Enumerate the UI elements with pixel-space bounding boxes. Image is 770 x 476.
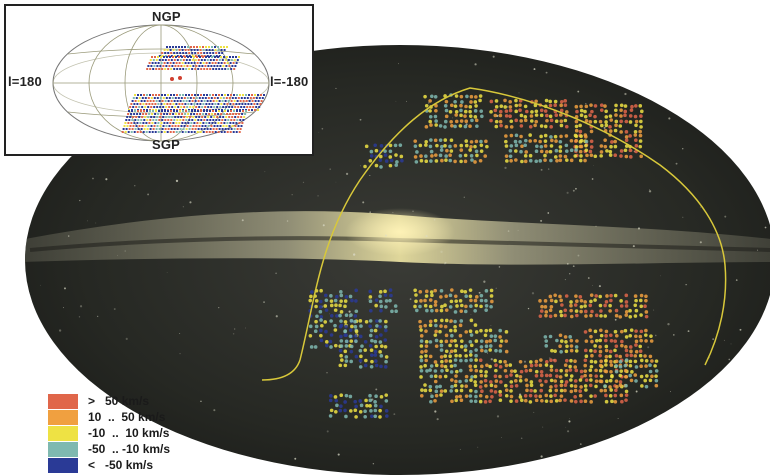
- galactic-bulge: [345, 208, 455, 256]
- legend-row-10-50: 10 .. 50 km/s: [48, 410, 278, 425]
- l180-label: l=180: [8, 74, 42, 89]
- legend-swatch: [48, 394, 78, 409]
- velocity-legend: > 50 km/s 10 .. 50 km/s -10 .. 10 km/s -…: [48, 394, 278, 474]
- l-minus180-label: l=-180: [270, 74, 309, 89]
- legend-label: -50 .. -10 km/s: [88, 442, 171, 456]
- sgp-label: SGP: [152, 137, 181, 152]
- legend-row-m50-m10: -50 .. -10 km/s: [48, 442, 278, 457]
- legend-row-lt-m50: < -50 km/s: [48, 458, 278, 473]
- inset-globe-panel: NGP SGP l=180 l=-180: [4, 4, 314, 156]
- survey-footprint-boundary: [299, 87, 727, 366]
- legend-row-m10-10: -10 .. 10 km/s: [48, 426, 278, 441]
- legend-swatch: [48, 426, 78, 441]
- legend-row-gt50: > 50 km/s: [48, 394, 278, 409]
- ngp-label: NGP: [152, 9, 181, 24]
- legend-label: 10 .. 50 km/s: [88, 410, 166, 424]
- legend-swatch: [48, 458, 78, 473]
- legend-label: > 50 km/s: [88, 394, 150, 408]
- legend-swatch: [48, 410, 78, 425]
- legend-label: < -50 km/s: [88, 458, 154, 472]
- legend-swatch: [48, 442, 78, 457]
- inset-globe: [52, 24, 270, 142]
- legend-label: -10 .. 10 km/s: [88, 426, 170, 440]
